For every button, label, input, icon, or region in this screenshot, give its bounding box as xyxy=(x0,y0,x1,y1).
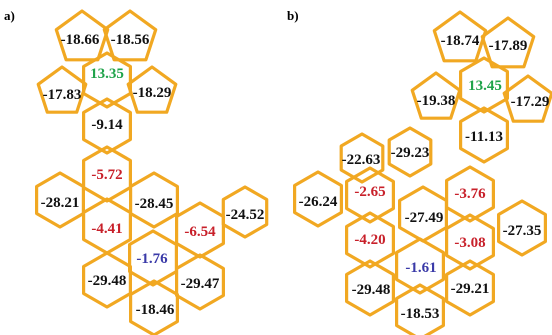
panel-a-label: a) xyxy=(4,8,15,23)
nics-value: -18.29 xyxy=(133,85,172,101)
pentagon-ring-0 xyxy=(432,10,488,63)
nics-value: -29.23 xyxy=(391,145,430,161)
nics-value: -29.48 xyxy=(88,273,127,289)
hexagon-ring-17 xyxy=(445,259,495,317)
hexagon-ring-12 xyxy=(128,229,178,287)
hexagon-ring-5 xyxy=(459,106,509,164)
nics-value: -1.61 xyxy=(405,260,436,276)
nics-value: -11.13 xyxy=(465,129,503,145)
nics-value: 13.35 xyxy=(90,66,124,82)
hexagon-ring-7 xyxy=(34,171,86,229)
pentagon-ring-3 xyxy=(36,65,88,114)
hexagon-ring-13 xyxy=(345,211,395,269)
hexagon-ring-11 xyxy=(175,201,225,259)
nics-value: -27.49 xyxy=(405,210,444,226)
nics-value: -3.76 xyxy=(454,186,486,202)
pentagon-ring-0 xyxy=(54,9,110,62)
nics-value: -3.08 xyxy=(454,235,485,251)
hexagon-ring-12 xyxy=(497,199,548,257)
nics-value: -17.89 xyxy=(489,38,528,54)
nics-value: -17.29 xyxy=(511,94,550,110)
nics-value: -5.72 xyxy=(91,167,122,183)
hexagon-ring-6 xyxy=(81,145,132,203)
hexagon-ring-18 xyxy=(395,283,445,335)
nics-value: -24.52 xyxy=(226,207,265,223)
panel-b-rings xyxy=(293,10,552,335)
pentagon-ring-3 xyxy=(410,71,462,120)
hexagon-ring-15 xyxy=(129,279,179,335)
panel-a: a) -18.66 -18.56 13.35 -17.83 -18.29 -9.14 -5.… xyxy=(4,8,269,335)
nics-value: -18.56 xyxy=(111,32,150,48)
hexagon-ring-2 xyxy=(459,56,509,114)
nics-value: -29.21 xyxy=(451,281,490,297)
nics-value: -18.53 xyxy=(401,306,440,322)
nics-value: -9.14 xyxy=(91,117,123,133)
hexagon-ring-9 xyxy=(221,185,269,239)
nics-value: -28.21 xyxy=(41,195,80,211)
nics-value: -29.47 xyxy=(181,276,220,292)
pentagon-ring-1 xyxy=(102,9,158,62)
hexagon-ring-14 xyxy=(445,213,495,271)
hexagon-ring-9 xyxy=(345,166,395,224)
panel-b: b) -18.74 -17.89 13.45 -19.38 -17.29 -11.13 -2… xyxy=(287,8,552,335)
nics-value: -29.48 xyxy=(352,282,391,298)
nics-value: -22.63 xyxy=(342,152,381,168)
nics-value: -1.76 xyxy=(136,251,168,267)
nics-value: -28.45 xyxy=(135,196,174,212)
nics-value: -2.65 xyxy=(354,184,385,200)
nics-value: -6.54 xyxy=(184,224,216,240)
nics-value: 13.45 xyxy=(468,78,502,94)
hexagon-ring-15 xyxy=(395,237,445,295)
hexagon-ring-2 xyxy=(81,51,132,109)
nics-value: -26.24 xyxy=(299,194,338,210)
pentagon-ring-1 xyxy=(480,16,536,69)
nics-value: -4.41 xyxy=(91,221,122,237)
nics-value: -19.38 xyxy=(417,93,456,109)
panel-b-values: -18.74 -17.89 13.45 -19.38 -17.29 -11.13 -22.6… xyxy=(299,33,550,322)
nics-value: -4.20 xyxy=(354,232,385,248)
hexagon-ring-8 xyxy=(293,170,343,228)
nics-value: -18.66 xyxy=(61,32,100,48)
hexagon-ring-7 xyxy=(387,126,433,178)
nics-value: -27.35 xyxy=(503,223,542,239)
pentagon-ring-4 xyxy=(502,74,552,123)
hexagon-ring-8 xyxy=(129,171,179,229)
nics-value: -18.46 xyxy=(136,302,175,318)
hexagon-ring-14 xyxy=(175,253,225,311)
nics-value: -17.83 xyxy=(43,87,82,103)
hexagon-ring-6 xyxy=(339,132,385,184)
panel-b-label: b) xyxy=(287,8,299,23)
nics-value: -18.74 xyxy=(441,33,480,49)
hexagon-ring-16 xyxy=(345,259,395,317)
hexagon-ring-13 xyxy=(81,251,132,309)
panel-a-rings xyxy=(34,9,269,335)
pentagon-ring-4 xyxy=(126,65,178,114)
hexagon-ring-5 xyxy=(81,97,132,155)
hexagon-ring-11 xyxy=(445,165,495,223)
